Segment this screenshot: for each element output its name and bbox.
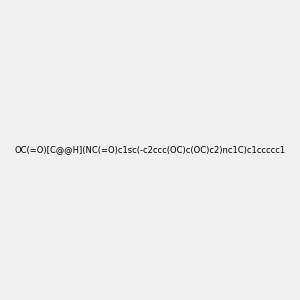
Text: OC(=O)[C@@H](NC(=O)c1sc(-c2ccc(OC)c(OC)c2)nc1C)c1ccccc1: OC(=O)[C@@H](NC(=O)c1sc(-c2ccc(OC)c(OC)c… (14, 146, 286, 154)
